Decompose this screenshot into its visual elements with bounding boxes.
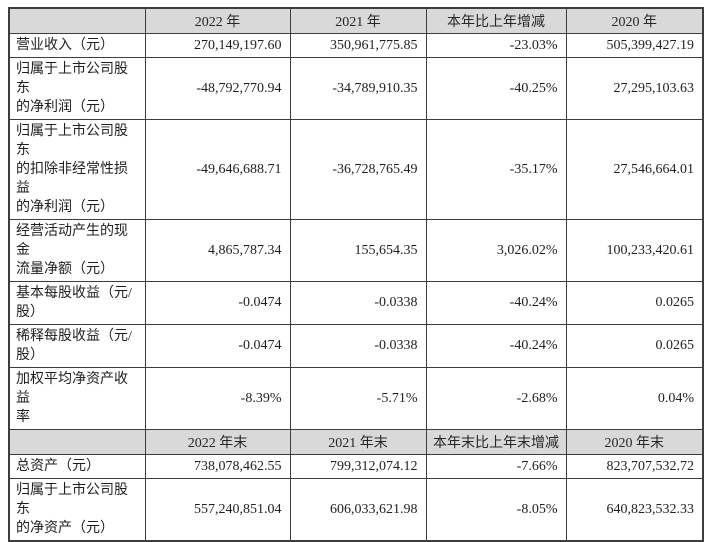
cell-2020: 505,399,427.19 <box>565 33 704 58</box>
cell-2022: -49,646,688.71 <box>144 119 291 220</box>
cell-2022: -0.0474 <box>144 281 291 325</box>
cell-2020: 640,823,532.33 <box>565 478 704 542</box>
row-weighted-avg-roe: 加权平均净资产收益 率 -8.39% -5.71% -2.68% 0.04% <box>8 367 704 430</box>
header-year-2021: 2021 年 <box>289 7 427 34</box>
yearend-header-row: 2022 年末 2021 年末 本年末比上年末增减 2020 年末 <box>8 429 704 455</box>
row-basic-eps: 基本每股收益（元/ 股） -0.0474 -0.0338 -40.24% 0.0… <box>8 281 704 325</box>
cell-change: -7.66% <box>425 454 567 479</box>
cell-2021: -0.0338 <box>289 324 427 368</box>
row-label: 稀释每股收益（元/ 股） <box>8 324 146 368</box>
cell-2020: 27,295,103.63 <box>565 57 704 120</box>
header-yearend-2021: 2021 年末 <box>289 429 427 455</box>
cell-2021: -34,789,910.35 <box>289 57 427 120</box>
row-operating-revenue: 营业收入（元） 270,149,197.60 350,961,775.85 -2… <box>8 33 704 58</box>
cell-change: -40.24% <box>425 324 567 368</box>
row-diluted-eps: 稀释每股收益（元/ 股） -0.0474 -0.0338 -40.24% 0.0… <box>8 324 704 368</box>
cell-2022: -48,792,770.94 <box>144 57 291 120</box>
cell-2020: 0.0265 <box>565 281 704 325</box>
row-operating-cash-flow: 经营活动产生的现金 流量净额（元） 4,865,787.34 155,654.3… <box>8 219 704 282</box>
header-yoy-change: 本年比上年增减 <box>425 7 567 34</box>
cell-change: -8.05% <box>425 478 567 542</box>
cell-2022: 270,149,197.60 <box>144 33 291 58</box>
cell-2020: 27,546,664.01 <box>565 119 704 220</box>
header-yearend-2022: 2022 年末 <box>144 429 291 455</box>
row-net-profit-attributable: 归属于上市公司股东 的净利润（元） -48,792,770.94 -34,789… <box>8 57 704 120</box>
cell-2021: -5.71% <box>289 367 427 430</box>
cell-2021: 155,654.35 <box>289 219 427 282</box>
cell-2022: 557,240,851.04 <box>144 478 291 542</box>
cell-change: -23.03% <box>425 33 567 58</box>
cell-2021: 606,033,621.98 <box>289 478 427 542</box>
row-net-assets-attributable: 归属于上市公司股东 的净资产（元） 557,240,851.04 606,033… <box>8 478 704 542</box>
row-total-assets: 总资产（元） 738,078,462.55 799,312,074.12 -7.… <box>8 454 704 479</box>
row-label: 归属于上市公司股东 的净利润（元） <box>8 57 146 120</box>
cell-2020: 0.04% <box>565 367 704 430</box>
cell-2022: 4,865,787.34 <box>144 219 291 282</box>
row-label: 归属于上市公司股东 的扣除非经常性损益 的净利润（元） <box>8 119 146 220</box>
cell-2022: 738,078,462.55 <box>144 454 291 479</box>
cell-2021: -0.0338 <box>289 281 427 325</box>
row-label: 基本每股收益（元/ 股） <box>8 281 146 325</box>
cell-2022: -8.39% <box>144 367 291 430</box>
cell-change: -2.68% <box>425 367 567 430</box>
cell-2022: -0.0474 <box>144 324 291 368</box>
header-yearend-change: 本年末比上年末增减 <box>425 429 567 455</box>
header-blank-cell <box>8 429 146 455</box>
row-label: 营业收入（元） <box>8 33 146 58</box>
cell-2021: 350,961,775.85 <box>289 33 427 58</box>
cell-change: -40.24% <box>425 281 567 325</box>
cell-change: -35.17% <box>425 119 567 220</box>
cell-2020: 0.0265 <box>565 324 704 368</box>
cell-change: 3,026.02% <box>425 219 567 282</box>
cell-2021: 799,312,074.12 <box>289 454 427 479</box>
header-yearend-2020: 2020 年末 <box>565 429 704 455</box>
cell-2020: 100,233,420.61 <box>565 219 704 282</box>
row-label: 归属于上市公司股东 的净资产（元） <box>8 478 146 542</box>
header-year-2020: 2020 年 <box>565 7 704 34</box>
cell-change: -40.25% <box>425 57 567 120</box>
cell-2020: 823,707,532.72 <box>565 454 704 479</box>
row-net-profit-excl-nonrecurring: 归属于上市公司股东 的扣除非经常性损益 的净利润（元） -49,646,688.… <box>8 119 704 220</box>
cell-2021: -36,728,765.49 <box>289 119 427 220</box>
header-year-2022: 2022 年 <box>144 7 291 34</box>
row-label: 加权平均净资产收益 率 <box>8 367 146 430</box>
financial-summary: 2022 年 2021 年 本年比上年增减 2020 年 营业收入（元） 270… <box>8 7 704 542</box>
row-label: 经营活动产生的现金 流量净额（元） <box>8 219 146 282</box>
annual-header-row: 2022 年 2021 年 本年比上年增减 2020 年 <box>8 7 704 34</box>
row-label: 总资产（元） <box>8 454 146 479</box>
financial-summary-table: 2022 年 2021 年 本年比上年增减 2020 年 营业收入（元） 270… <box>8 7 704 542</box>
header-blank-cell <box>8 7 146 34</box>
